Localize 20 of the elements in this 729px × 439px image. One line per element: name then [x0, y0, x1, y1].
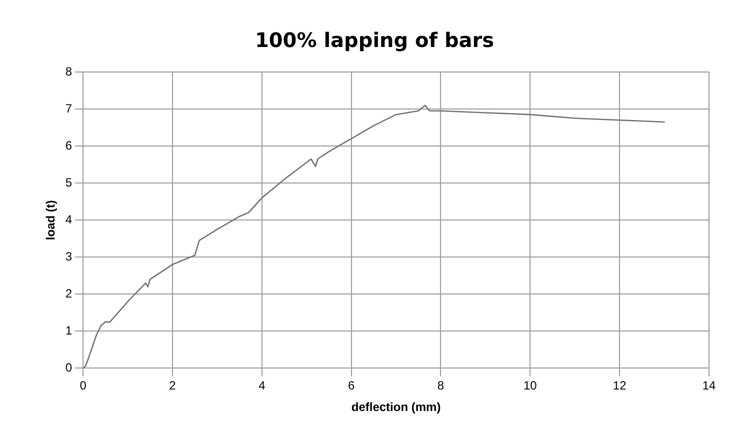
y-tick-label: 3	[65, 249, 72, 264]
x-tick-label: 0	[80, 378, 87, 393]
x-axis-title: deflection (mm)	[351, 400, 441, 414]
x-tick-label: 8	[437, 378, 444, 393]
chart-title: 100% lapping of bars	[254, 28, 494, 52]
y-tick-label: 2	[65, 286, 72, 300]
y-axis-title: load (t)	[44, 200, 58, 240]
y-tick-label: 4	[65, 212, 72, 226]
x-tick-label: 2	[169, 378, 176, 393]
y-tick-label: 0	[65, 360, 72, 375]
x-tick-label: 4	[258, 378, 266, 393]
x-tick-label: 10	[523, 378, 538, 393]
y-tick-label: 1	[65, 323, 72, 338]
x-tick-label: 6	[348, 378, 355, 393]
x-tick-label: 14	[702, 378, 716, 393]
y-tick-label: 6	[65, 138, 72, 152]
x-tick-label: 12	[612, 378, 627, 393]
y-tick-label: 7	[65, 101, 72, 116]
y-tick-label: 8	[65, 64, 72, 78]
y-tick-label: 5	[65, 175, 72, 190]
